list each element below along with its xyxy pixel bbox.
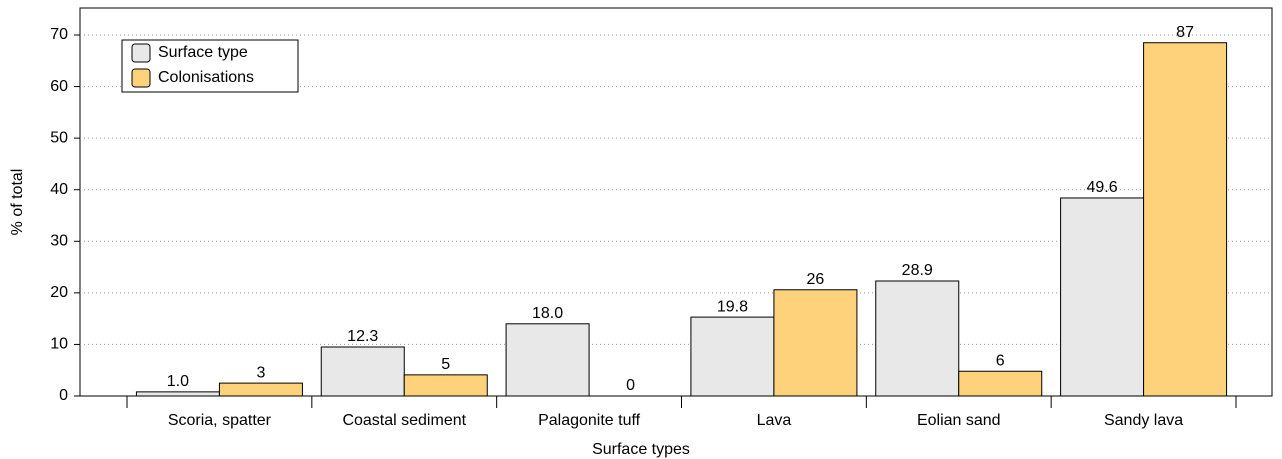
bar [403,374,488,397]
y-tick-label: 70 [50,26,68,43]
bar [773,289,858,397]
y-tick-label: 40 [50,181,68,198]
bar-label: 18.0 [532,305,563,322]
bar-label: 6 [996,352,1005,369]
bar [1060,197,1145,397]
x-axis-label: Surface types [592,441,690,458]
y-axis-label: % of total [9,169,26,236]
bar [1143,42,1228,397]
bar-label: 26 [807,271,825,288]
y-tick-label: 10 [50,336,68,353]
x-tick-label: Sandy lava [1104,412,1183,429]
x-tick-label: Scoria, spatter [168,412,272,429]
plot-frame [79,7,1273,397]
legend-swatch [131,43,151,63]
bar-label: 5 [441,356,450,373]
bar [690,316,775,397]
bar-label: 19.8 [717,298,748,315]
y-tick-label: 60 [50,78,68,95]
legend-swatch [131,68,151,88]
x-tick-label: Lava [757,412,792,429]
bar-label: 3 [256,364,265,381]
bar-label: 12.3 [347,328,378,345]
x-tick-label: Eolian sand [917,412,1001,429]
bar [875,280,960,397]
y-tick-label: 30 [50,233,68,250]
legend-box [121,39,299,93]
x-tick-label: Palagonite tuff [538,412,641,429]
y-tick-label: 0 [59,387,68,404]
legend-label: Surface type [158,44,248,61]
bar-label: 87 [1176,24,1194,41]
bar-label: 1.0 [167,373,189,390]
bar-label: 28.9 [902,262,933,279]
y-tick-label: 50 [50,129,68,146]
bar [320,346,405,397]
bar [135,391,220,397]
bar [958,370,1043,397]
legend-label: Colonisations [158,69,254,86]
bar-label: 0 [626,377,635,394]
bar-label: 49.6 [1087,179,1118,196]
x-tick-label: Coastal sediment [342,412,466,429]
bar [505,323,590,397]
y-tick-label: 20 [50,284,68,301]
bar [218,382,303,397]
